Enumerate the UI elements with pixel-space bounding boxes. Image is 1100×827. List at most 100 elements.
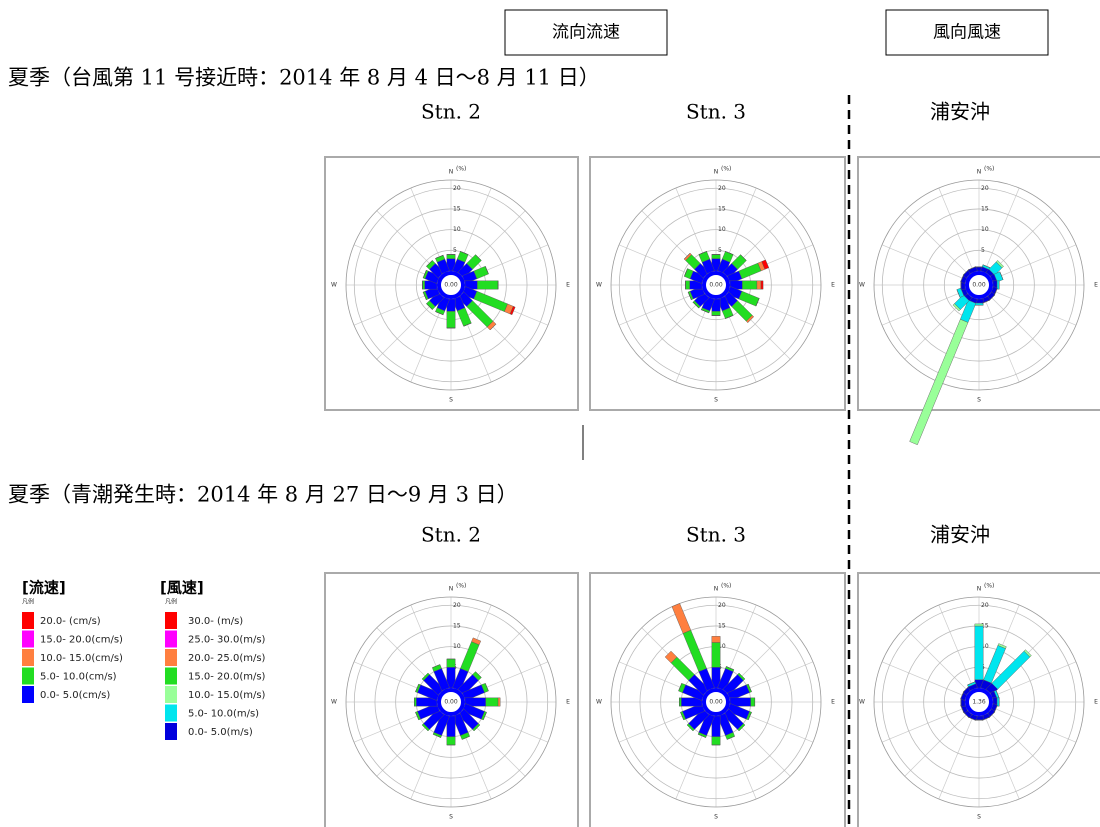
rose-segment: [460, 251, 469, 255]
compass-n: N: [977, 586, 982, 593]
unit-label: (%): [984, 166, 994, 173]
center-label: 0.00: [709, 282, 723, 289]
rose-segment: [726, 736, 735, 740]
ring: [639, 625, 793, 779]
station-label: Stn. 3: [686, 100, 746, 124]
header-box: [504, 9, 668, 56]
rose-segment: [974, 625, 984, 680]
ring: [395, 646, 507, 758]
compass-e: E: [831, 699, 835, 706]
legend-label: 0.0- 5.0(m/s): [188, 727, 253, 738]
center-label: 0.00: [444, 699, 458, 706]
ring-label: 15: [718, 205, 726, 212]
outer-ring: [610, 179, 822, 391]
rose-segment: [679, 697, 682, 707]
rose-segment: [738, 672, 746, 680]
compass-w: W: [331, 699, 337, 706]
compass-s: S: [449, 814, 453, 821]
center-hole: [965, 271, 993, 299]
rose-segment: [426, 303, 433, 310]
rose-segment: [748, 712, 752, 720]
rose-segment: [963, 686, 970, 693]
rose-segment: [967, 681, 976, 686]
rose-segment: [738, 724, 746, 732]
center-hole: [702, 271, 730, 299]
rose-segment: [483, 712, 487, 720]
center-hole: [437, 271, 465, 299]
rose-segment: [497, 697, 501, 707]
legend-swatch: [22, 612, 34, 629]
legend-label: 15.0- 20.0(m/s): [188, 672, 266, 683]
ring: [374, 208, 528, 362]
legend-title: [流速]: [22, 579, 66, 597]
rose-segment: [988, 294, 995, 301]
rose-segment: [477, 280, 499, 290]
rose-segment: [421, 724, 429, 732]
rose-segment: [725, 251, 734, 255]
rose-segment: [974, 623, 984, 627]
rose-segment: [489, 323, 497, 331]
section-heading: 夏季（青潮発生時：2014 年 8 月 27 日～9 月 3 日）: [8, 483, 518, 507]
ring-label: 5: [718, 247, 722, 254]
rose-segment: [692, 302, 699, 309]
legend-label: 30.0- (m/s): [188, 616, 243, 627]
ring-label: 10: [718, 226, 726, 233]
outer-ring: [873, 179, 1085, 391]
station-label: 浦安沖: [930, 523, 990, 547]
compass-w: W: [331, 282, 337, 289]
compass-s: S: [449, 397, 453, 404]
ring: [923, 229, 1035, 341]
compass-w: W: [859, 699, 865, 706]
rose-segment: [968, 266, 976, 271]
rose-segment: [463, 322, 472, 327]
compass-n: N: [449, 586, 454, 593]
legend-label: 5.0- 10.0(m/s): [188, 709, 259, 720]
legend-swatch: [165, 649, 177, 666]
rose-segment: [446, 658, 456, 668]
ring: [943, 249, 1015, 321]
rose-segment: [740, 254, 747, 261]
ring-label: 10: [981, 643, 989, 650]
rose-segment: [963, 269, 970, 276]
ring-label: 10: [453, 643, 461, 650]
legend-swatch: [165, 612, 177, 629]
rose-segment: [748, 684, 752, 692]
legend-swatch: [22, 686, 34, 703]
rose-segment: [684, 268, 688, 277]
ring: [881, 604, 1077, 800]
rose-segment: [1023, 649, 1032, 658]
rose-segment: [485, 683, 489, 692]
rose-segment: [422, 280, 425, 290]
ring-label: 15: [718, 622, 726, 629]
legend-swatch: [165, 686, 177, 703]
header-box: [885, 9, 1049, 56]
station-label: Stn. 2: [421, 100, 481, 124]
legend-swatch: [22, 649, 34, 666]
rose-segment: [475, 671, 482, 678]
ring-label: 20: [981, 185, 989, 192]
compass-w: W: [596, 699, 602, 706]
compass-s: S: [714, 397, 718, 404]
rose-segment: [435, 311, 444, 315]
legend-swatch: [165, 704, 177, 722]
section-heading: 夏季（台風第 11 号接近時：2014 年 8 月 4 日～8 月 11 日）: [8, 66, 600, 90]
rose-segment: [422, 291, 427, 300]
rose-segment: [426, 260, 433, 267]
legend-label: 0.0- 5.0(cm/s): [40, 690, 110, 701]
legend-label: 20.0- 25.0(m/s): [188, 653, 266, 664]
compass-e: E: [1094, 699, 1098, 706]
rose-segment: [960, 705, 965, 713]
compass-s: S: [977, 397, 981, 404]
ring-label: 10: [981, 226, 989, 233]
legend-swatch: [165, 667, 177, 685]
rose-segment: [485, 697, 499, 707]
ring: [353, 604, 549, 800]
ring-label: 10: [718, 643, 726, 650]
rose-segment: [982, 716, 990, 721]
rose-segment: [446, 311, 456, 329]
center-hole: [702, 688, 730, 716]
station-label: 浦安沖: [930, 100, 990, 124]
center-hole: [437, 688, 465, 716]
ring: [639, 208, 793, 362]
compass-e: E: [1094, 282, 1098, 289]
